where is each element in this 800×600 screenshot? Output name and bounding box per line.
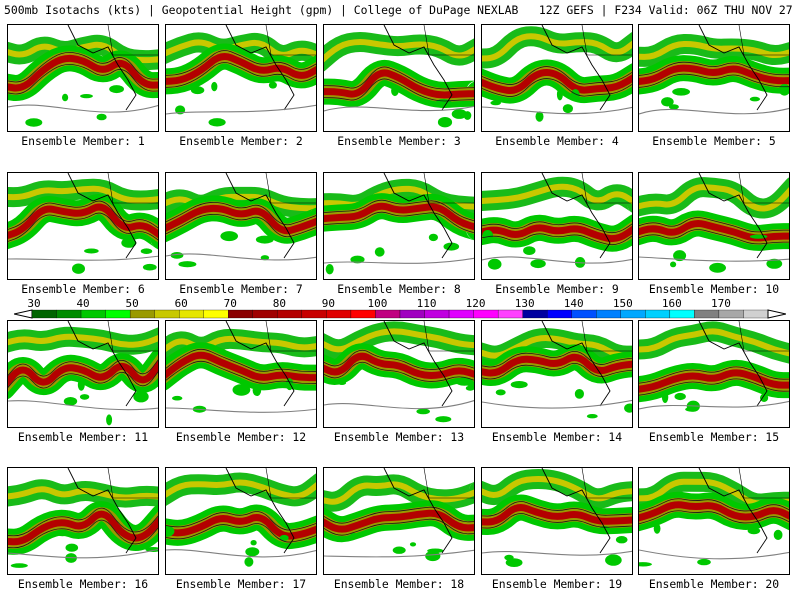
ensemble-member-label: Ensemble Member: 2 — [179, 134, 303, 148]
ensemble-member-label: Ensemble Member: 12 — [175, 430, 307, 444]
ensemble-panel — [638, 24, 790, 132]
colorbar-segment — [350, 309, 376, 319]
colorbar-tick-label: 100 — [367, 297, 388, 310]
colorbar-segment — [203, 309, 229, 319]
ensemble-member-label: Ensemble Member: 16 — [17, 577, 149, 591]
map-title: 500mb Isotachs (kts) | Geopotential Heig… — [4, 3, 800, 17]
colorbar-segment — [399, 309, 425, 319]
colorbar-segment — [277, 309, 303, 319]
colorbar-segment — [375, 309, 401, 319]
ensemble-member-label: Ensemble Member: 11 — [17, 430, 149, 444]
ensemble-panel — [323, 467, 475, 575]
colorbar-tick-label: 160 — [661, 297, 682, 310]
colorbar-segment — [326, 309, 352, 319]
ensemble-panel — [481, 172, 633, 280]
colorbar-segment — [571, 309, 597, 319]
ensemble-member-label: Ensemble Member: 17 — [175, 577, 307, 591]
colorbar-segment — [228, 309, 253, 319]
colorbar-tick-label: 90 — [321, 297, 336, 310]
ensemble-member-label: Ensemble Member: 10 — [648, 282, 780, 296]
ensemble-member-label: Ensemble Member: 3 — [337, 134, 461, 148]
colorbar-segment — [31, 309, 57, 319]
ensemble-panel — [165, 467, 317, 575]
colorbar-segment — [497, 309, 523, 319]
colorbar-tick-label: 110 — [416, 297, 437, 310]
colorbar-tick-label: 40 — [76, 297, 90, 310]
colorbar-tick-label: 170 — [710, 297, 731, 310]
ensemble-panel — [323, 320, 475, 428]
colorbar-segment — [448, 309, 474, 319]
colorbar-tick-label: 60 — [174, 297, 188, 310]
colorbar-tick-label: 130 — [514, 297, 535, 310]
colorbar-segment — [743, 309, 769, 319]
colorbar-tick-label: 80 — [272, 297, 286, 310]
colorbar-tick-label: 70 — [223, 297, 237, 310]
colorbar-segment — [301, 309, 327, 319]
colorbar-segment — [645, 309, 671, 319]
ensemble-panel — [165, 24, 317, 132]
colorbar-tick-label: 50 — [125, 297, 139, 310]
colorbar-segment — [56, 309, 82, 319]
ensemble-member-label: Ensemble Member: 15 — [648, 430, 780, 444]
colorbar-segment — [669, 309, 695, 319]
ensemble-member-label: Ensemble Member: 20 — [648, 577, 780, 591]
ensemble-panel — [638, 172, 790, 280]
ensemble-panel — [165, 320, 317, 428]
colorbar-tick-label: 120 — [465, 297, 486, 310]
colorbar-segment — [522, 309, 548, 319]
colorbar-segment — [179, 309, 204, 319]
colorbar-segment — [547, 309, 572, 319]
ensemble-panel — [7, 172, 159, 280]
colorbar-tick-label: 30 — [27, 297, 41, 310]
colorbar-left-arrow — [14, 309, 33, 319]
colorbar-segment — [154, 309, 180, 319]
ensemble-member-label: Ensemble Member: 4 — [495, 134, 619, 148]
colorbar-segment — [473, 309, 499, 319]
ensemble-member-label: Ensemble Member: 9 — [495, 282, 619, 296]
ensemble-member-label: Ensemble Member: 1 — [21, 134, 145, 148]
ensemble-panel — [638, 320, 790, 428]
colorbar-segment — [424, 309, 450, 319]
ensemble-member-label: Ensemble Member: 14 — [491, 430, 623, 444]
ensemble-panel — [7, 467, 159, 575]
colorbar-segment — [596, 309, 621, 319]
ensemble-panel — [323, 24, 475, 132]
ensemble-member-label: Ensemble Member: 7 — [179, 282, 303, 296]
ensemble-member-label: Ensemble Member: 13 — [333, 430, 465, 444]
ensemble-member-label: Ensemble Member: 19 — [491, 577, 623, 591]
ensemble-panel — [7, 320, 159, 428]
colorbar-segment — [718, 309, 744, 319]
ensemble-panel — [481, 24, 633, 132]
colorbar-segment — [129, 309, 155, 319]
colorbar-tick-label: 140 — [563, 297, 584, 310]
ensemble-panel — [323, 172, 475, 280]
ensemble-panel — [7, 24, 159, 132]
colorbar-segment — [620, 309, 646, 319]
colorbar-right-arrow — [767, 309, 786, 319]
colorbar-segment — [252, 309, 278, 319]
colorbar-segment — [105, 309, 131, 319]
ensemble-panel — [165, 172, 317, 280]
ensemble-panel — [481, 320, 633, 428]
colorbar-tick-label: 150 — [612, 297, 633, 310]
ensemble-member-label: Ensemble Member: 6 — [21, 282, 145, 296]
ensemble-panel — [638, 467, 790, 575]
colorbar-segment — [694, 309, 720, 319]
ensemble-member-label: Ensemble Member: 18 — [333, 577, 465, 591]
colorbar-segment — [80, 309, 106, 319]
ensemble-member-label: Ensemble Member: 8 — [337, 282, 461, 296]
ensemble-panel — [481, 467, 633, 575]
isotach-colorbar — [14, 309, 786, 319]
ensemble-member-label: Ensemble Member: 5 — [652, 134, 776, 148]
